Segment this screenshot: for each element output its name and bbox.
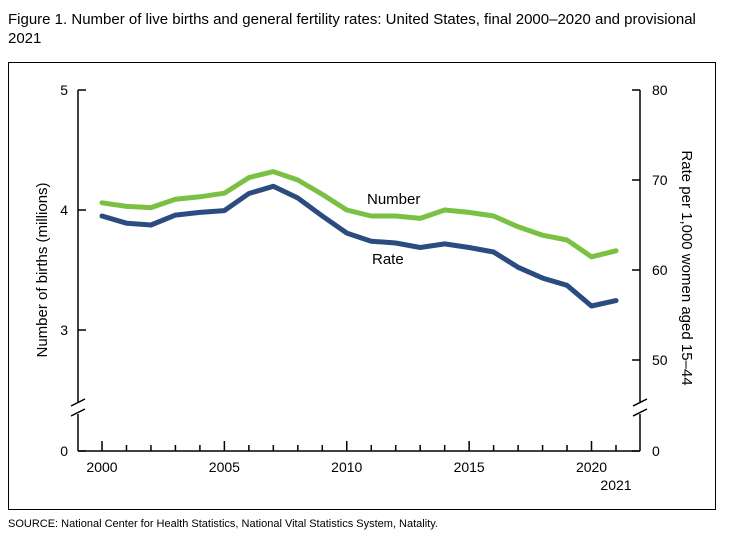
right-axis-title: Rate per 1,000 women aged 15–44: [678, 150, 695, 385]
right-axis-tick-label: 50: [652, 352, 668, 368]
chart-title: Figure 1. Number of live births and gene…: [8, 11, 696, 47]
series-line-rate: [99, 183, 619, 309]
x-axis-tick-label: 2000: [86, 459, 117, 475]
left-zero-label: 0: [60, 443, 68, 459]
right-axis-tick-label: 70: [652, 172, 668, 188]
x-axis-tick-label: 2020: [576, 459, 607, 475]
right-zero-label: 0: [652, 443, 660, 459]
left-axis-tick-label: 5: [60, 82, 68, 98]
rate-series-label: Rate: [372, 251, 404, 268]
left-axis-break: [70, 398, 86, 417]
x-last-year-label: 2021: [600, 477, 631, 493]
chart-marks: 3 4 5 50 60 70 80 2000 2005 2010 2015 2020: [60, 82, 668, 475]
left-axis-tick-label: 4: [60, 202, 68, 218]
source-note: SOURCE: National Center for Health Stati…: [8, 518, 438, 530]
left-axis-title: Number of births (millions): [34, 182, 51, 357]
x-axis-tick-label: 2010: [331, 459, 362, 475]
number-series-label: Number: [367, 191, 420, 208]
chart-frame: [8, 62, 716, 510]
right-axis-tick-label: 60: [652, 262, 668, 278]
series-line-number: [99, 169, 619, 260]
x-axis-tick-label: 2005: [209, 459, 240, 475]
right-axis-tick-label: 80: [652, 82, 668, 98]
right-axis-break: [632, 398, 648, 417]
x-axis-tick-label: 2015: [454, 459, 485, 475]
left-axis-tick-label: 3: [60, 322, 68, 338]
